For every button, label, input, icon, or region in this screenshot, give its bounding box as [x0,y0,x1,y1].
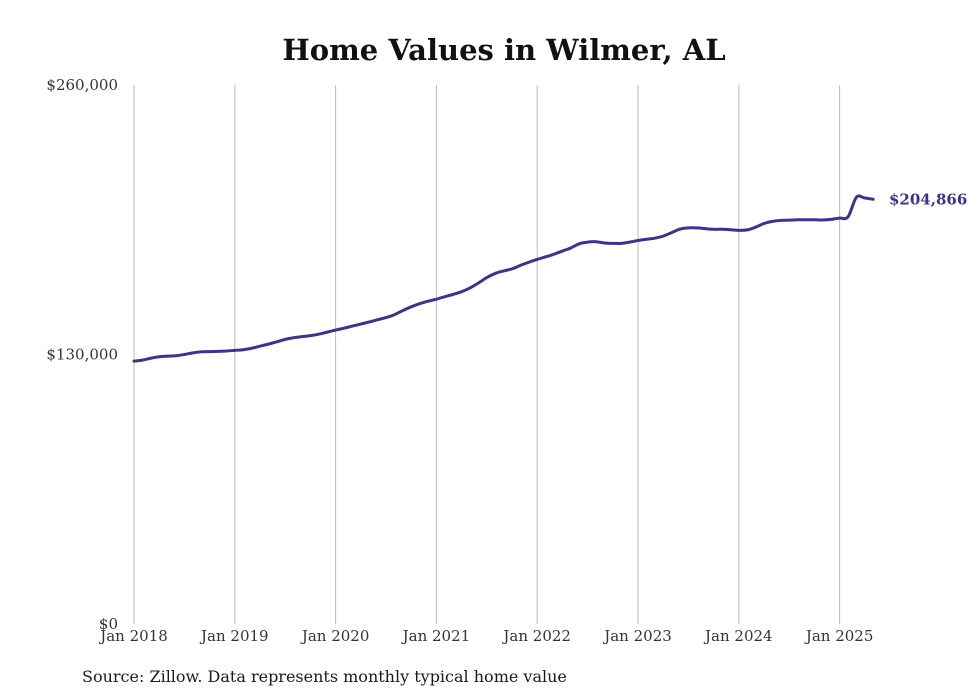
y-tick-label: $0 [99,615,118,633]
x-tick-label: Jan 2021 [401,627,471,645]
x-tick-label: Jan 2022 [501,627,571,645]
source-note: Source: Zillow. Data represents monthly … [82,667,567,686]
y-axis: $0 $130,000 $260,000 [46,76,118,633]
x-tick-label: Jan 2020 [300,627,370,645]
gridlines [133,85,841,624]
series-layer [132,194,875,363]
x-tick-label: Jan 2025 [804,627,874,645]
end-label-layer: $204,866 [889,190,967,208]
y-tick-label: $260,000 [46,76,118,94]
x-tick-label: Jan 2024 [703,627,773,645]
chart-title: Home Values in Wilmer, AL [282,33,726,67]
end-value-label: $204,866 [889,190,967,208]
x-tick-label: Jan 2019 [199,627,269,645]
x-tick-label: Jan 2023 [602,627,672,645]
series-line [132,194,875,363]
x-tick-label: Jan 2018 [98,627,168,645]
y-tick-label: $130,000 [46,346,118,364]
x-axis: Jan 2018 Jan 2019 Jan 2020 Jan 2021 Jan 2022… [98,627,873,645]
